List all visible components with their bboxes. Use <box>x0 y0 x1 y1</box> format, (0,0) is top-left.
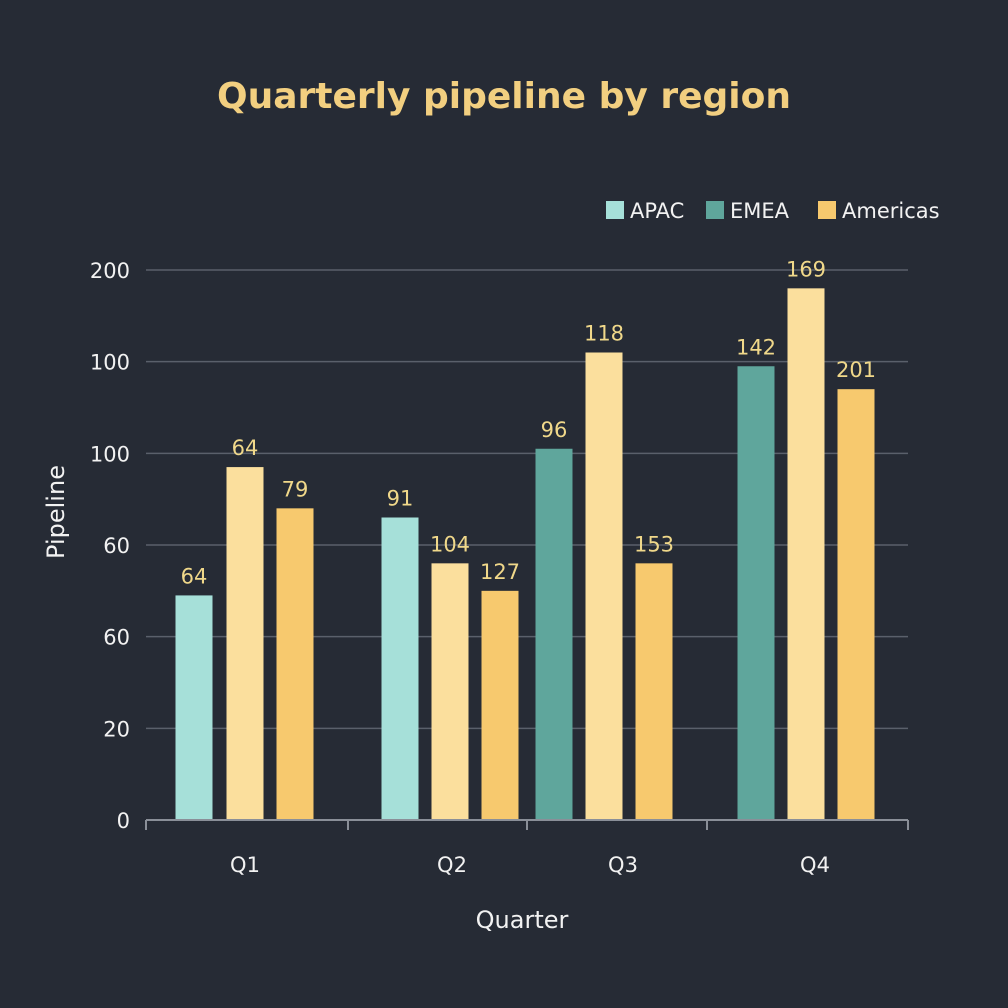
data-label: 64 <box>181 564 208 588</box>
y-axis-ticks: 0 20 60 60 100 100 200 <box>90 259 130 833</box>
legend-label: APAC <box>630 199 684 223</box>
legend-swatch-apac <box>606 201 624 219</box>
data-label: 201 <box>836 358 876 382</box>
data-label: 127 <box>480 560 520 584</box>
x-axis: Q1 Q2 Q3 Q4 <box>145 819 909 877</box>
chart-title: Quarterly pipeline by region <box>217 76 791 117</box>
bar-q2-1 <box>381 517 419 820</box>
legend: APAC EMEA Americas <box>606 199 940 223</box>
legend-swatch-emea <box>706 201 724 219</box>
data-label: 96 <box>541 418 568 442</box>
y-tick-label: 60 <box>103 626 130 650</box>
y-tick-label: 100 <box>90 351 130 375</box>
legend-label: Americas <box>842 199 940 223</box>
y-tick-label: 20 <box>103 717 130 741</box>
data-label: 91 <box>387 487 414 511</box>
bar-q4-2 <box>787 288 825 820</box>
bar-q2-2 <box>431 563 469 820</box>
x-tick-label: Q1 <box>230 853 260 877</box>
gridlines <box>146 269 908 730</box>
bar-q4-3 <box>837 389 875 820</box>
bar-q4-1 <box>737 366 775 820</box>
y-tick-label: 200 <box>90 259 130 283</box>
y-tick-label: 100 <box>90 442 130 466</box>
y-axis-label: Pipeline <box>42 465 70 559</box>
data-label: 104 <box>430 532 470 556</box>
data-label: 142 <box>736 335 776 359</box>
data-label: 79 <box>282 477 309 501</box>
x-tick-label: Q3 <box>608 853 638 877</box>
bar-q3-3 <box>635 563 673 820</box>
data-label: 153 <box>634 532 674 556</box>
x-tick-label: Q2 <box>437 853 467 877</box>
data-label: 169 <box>786 257 826 281</box>
bars <box>175 288 875 820</box>
bar-q1-2 <box>226 467 264 820</box>
legend-label: EMEA <box>730 199 790 223</box>
data-label: 118 <box>584 322 624 346</box>
y-tick-label: 0 <box>117 809 130 833</box>
data-label: 64 <box>232 436 259 460</box>
bar-q3-1 <box>535 448 573 820</box>
bar-q3-2 <box>585 352 623 820</box>
legend-swatch-americas <box>818 201 836 219</box>
y-tick-label: 60 <box>103 534 130 558</box>
bar-q2-3 <box>481 590 519 820</box>
x-axis-label: Quarter <box>476 906 569 934</box>
x-tick-label: Q4 <box>800 853 830 877</box>
data-labels: 64 64 79 91 104 127 96 118 153 142 169 201 <box>181 257 876 588</box>
bar-q1-1 <box>175 595 213 820</box>
bar-q1-3 <box>276 508 314 820</box>
